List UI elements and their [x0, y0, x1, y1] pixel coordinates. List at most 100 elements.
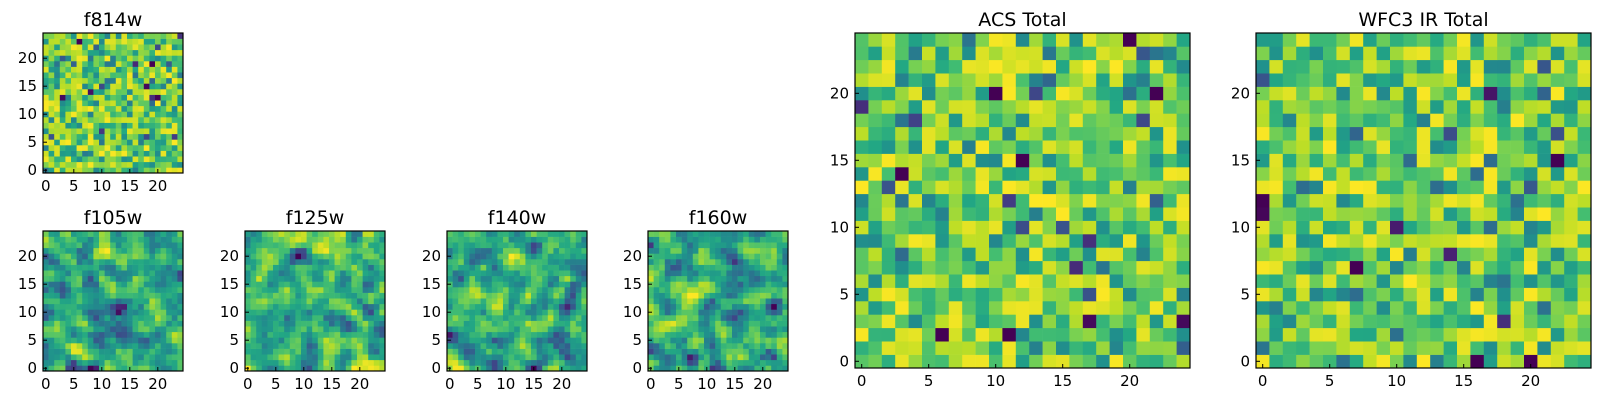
heatmap-cell	[575, 275, 582, 282]
heatmap-cell	[138, 343, 145, 349]
heatmap-cell	[458, 315, 465, 321]
heatmap-cell	[54, 145, 61, 151]
heatmap-cell	[1550, 327, 1565, 342]
heatmap-cell	[1483, 301, 1498, 315]
heatmap-cell	[1537, 140, 1552, 154]
heatmap-cell	[570, 365, 577, 372]
heatmap-cell	[726, 253, 733, 260]
heatmap-cell	[1163, 220, 1177, 235]
heatmap-cell	[760, 343, 766, 349]
heatmap-cell	[754, 298, 761, 305]
heatmap-cell	[868, 287, 883, 302]
heatmap-cell	[895, 301, 909, 315]
heatmap-cell	[1096, 234, 1110, 248]
heatmap-cell	[480, 287, 487, 293]
heatmap-cell	[575, 287, 582, 293]
heatmap-cell	[1069, 207, 1084, 221]
heatmap-cell	[469, 354, 476, 361]
heatmap-cell	[132, 275, 139, 282]
heatmap-cell	[48, 72, 55, 79]
heatmap-cell	[104, 122, 111, 129]
heatmap-cell	[93, 315, 100, 321]
heatmap-cell	[542, 287, 549, 293]
heatmap-cell	[273, 287, 279, 293]
heatmap-cell	[121, 292, 128, 299]
heatmap-cell	[1376, 193, 1391, 208]
heatmap-cell	[1336, 73, 1351, 87]
heatmap-cell	[1136, 354, 1151, 369]
heatmap-cell	[948, 140, 963, 154]
heatmap-cell	[765, 303, 772, 310]
heatmap-cell	[1282, 33, 1297, 47]
heatmap-cell	[570, 253, 577, 260]
heatmap-cell	[93, 38, 100, 45]
heatmap-cell	[340, 287, 347, 293]
heatmap-cell	[1123, 341, 1137, 355]
heatmap-cell	[1416, 274, 1431, 288]
heatmap-cell	[1363, 260, 1377, 275]
heatmap-cell	[743, 309, 750, 316]
heatmap-cell	[171, 61, 178, 67]
heatmap-cell	[250, 331, 257, 338]
heatmap-cell	[962, 126, 976, 141]
heatmap-cell	[48, 365, 55, 372]
heatmap-cell	[726, 259, 733, 265]
x-tick-label: 5	[473, 375, 483, 393]
heatmap-cell	[121, 33, 128, 39]
heatmap-cell	[138, 33, 145, 39]
heatmap-cell	[171, 253, 178, 260]
heatmap-cell	[475, 253, 481, 260]
heatmap-cell	[1056, 140, 1070, 154]
heatmap-cell	[480, 359, 487, 366]
heatmap-cell	[127, 320, 133, 327]
heatmap-cell	[855, 126, 869, 141]
heatmap-cell	[709, 337, 716, 344]
heatmap-cell	[1176, 301, 1191, 315]
heatmap-cell	[149, 150, 156, 157]
heatmap-cell	[379, 309, 386, 316]
heatmap-cell	[87, 320, 94, 327]
heatmap-cell	[110, 61, 117, 67]
heatmap-cell	[895, 167, 909, 181]
heatmap-cell	[1056, 153, 1070, 168]
heatmap-cell	[536, 326, 543, 333]
heatmap-cell	[868, 247, 883, 262]
x-tick-label: 5	[69, 177, 79, 195]
heatmap-cell	[1510, 260, 1525, 275]
heatmap-cell	[1029, 354, 1043, 369]
heatmap-cell	[447, 247, 453, 254]
heatmap-cell	[104, 133, 111, 140]
x-tick-label: 20	[1521, 372, 1540, 390]
heatmap-cell	[547, 315, 554, 321]
heatmap-cell	[754, 348, 761, 355]
heatmap-cell	[704, 264, 710, 271]
y-tick-label: 5	[632, 331, 642, 349]
heatmap-cell	[1002, 59, 1017, 74]
heatmap-cell	[704, 259, 710, 265]
heatmap-cell	[71, 348, 77, 355]
heatmap-cell	[664, 359, 671, 366]
heatmap-cell	[525, 287, 532, 293]
heatmap-cell	[177, 320, 184, 327]
heatmap-cell	[709, 231, 716, 237]
heatmap-cell	[1483, 126, 1498, 141]
heatmap-cell	[1042, 180, 1057, 195]
heatmap-cell	[536, 236, 543, 243]
heatmap-cell	[989, 193, 1003, 208]
heatmap-cell	[357, 247, 363, 254]
heatmap-cell	[989, 180, 1003, 195]
heatmap-cell	[110, 94, 117, 101]
heatmap-cell	[508, 343, 515, 349]
heatmap-cell	[732, 236, 738, 243]
heatmap-cell	[508, 287, 515, 293]
heatmap-cell	[138, 66, 145, 73]
heatmap-cell	[447, 303, 453, 310]
heatmap-cell	[155, 83, 161, 90]
heatmap-cell	[1136, 153, 1151, 168]
heatmap-cell	[65, 44, 72, 51]
heatmap-cell	[115, 94, 122, 101]
heatmap-cell	[59, 236, 66, 243]
heatmap-cell	[664, 348, 671, 355]
heatmap-cell	[76, 359, 83, 366]
heatmap-cell	[1269, 167, 1284, 181]
